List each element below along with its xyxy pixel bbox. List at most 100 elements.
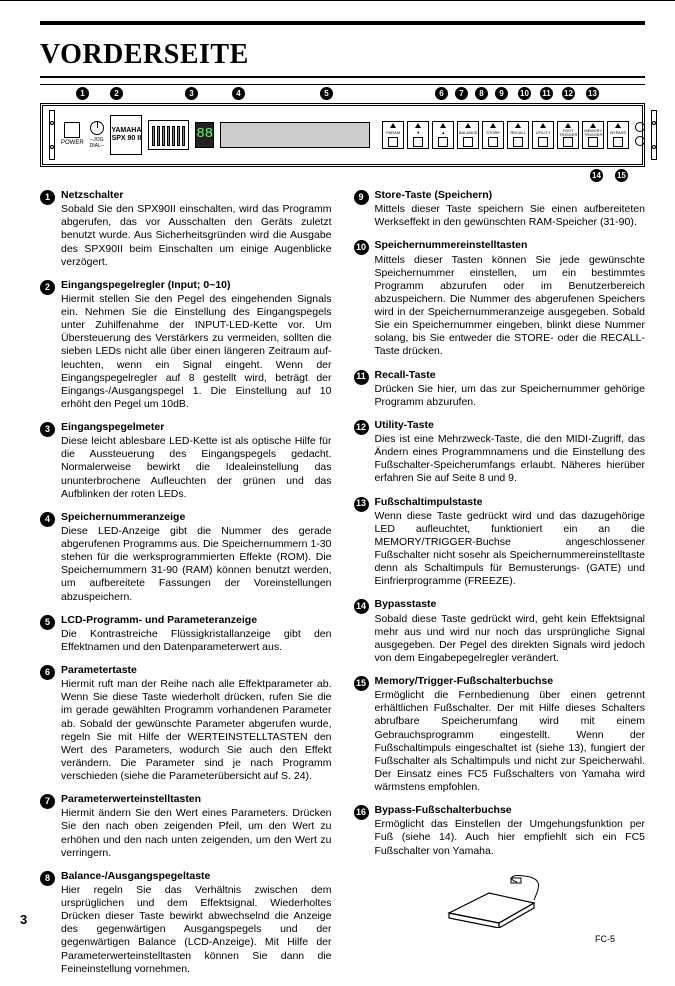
power-button-icon [64, 122, 80, 138]
device-panel: POWER ─JOG DIAL─ YAMAHA SPX 90 II 88 PAR… [40, 103, 645, 167]
item-title: Bypasstaste [375, 598, 646, 611]
left-column: 1 NetzschalterSobald Sie den SPX90II eins… [40, 189, 332, 986]
jack-icon [635, 136, 645, 146]
item-body: Eingangspegelregler (Input; 0~10)Hiermit… [61, 279, 332, 411]
body-columns: 1 NetzschalterSobald Sie den SPX90II eins… [40, 189, 645, 986]
title-underline-thick [40, 76, 645, 78]
item-number-badge: 7 [40, 794, 55, 809]
power-label: POWER [61, 140, 84, 148]
device-button-icon: MEMORY TRIGGER [582, 121, 604, 149]
rack-handle-right [651, 110, 657, 160]
item-body: FußschaltimpulstasteWenn diese Taste ged… [375, 496, 646, 589]
item-title: Balance-/Ausgangspegeltaste [61, 870, 332, 883]
brand-line2: SPX 90 II [112, 135, 142, 143]
item-title: Speichernummeranzeige [61, 511, 332, 524]
item-text: Diese leicht ablesbare LED-Kette ist als… [61, 435, 332, 501]
item-text: Wenn diese Taste gedrückt wird und das d… [375, 510, 646, 589]
item-text: Hiermit stellen Sie den Pegel des eingeh… [61, 293, 332, 411]
callouts-bottom: 1415 [40, 169, 645, 183]
item-text: Die Kontrastreiche Flüssigkristallanzeig… [61, 628, 332, 654]
input-knob-block: ─JOG DIAL─ [90, 121, 105, 150]
page-title: VORDERSEITE [40, 37, 645, 72]
numbered-item: 9 Store-Taste (Speichern)Mittels dieser T… [354, 189, 646, 229]
item-title: Speichernummereinstelltasten [375, 239, 646, 252]
jog-label: ─JOG DIAL─ [90, 137, 105, 150]
item-text: Hier regeln Sie das Verhältnis zwischen … [61, 884, 332, 976]
item-number-badge: 9 [354, 190, 369, 205]
item-title: Memory/Trigger-Fußschalterbuchse [375, 675, 646, 688]
rack-handle-left [49, 110, 55, 160]
device-button-icon: PARAM [382, 121, 404, 149]
callout-number: 11 [540, 87, 553, 100]
item-text: Ermöglicht das Einstellen der Umgehungsf… [375, 818, 646, 857]
item-number-badge: 5 [40, 615, 55, 630]
device-button-icon: ▼ [407, 121, 429, 149]
item-number-badge: 1 [40, 190, 55, 205]
page-number: 3 [20, 912, 27, 928]
title-underline-thin [40, 84, 645, 85]
callout-number: 12 [562, 87, 575, 100]
callout-number: 15 [615, 169, 628, 182]
item-body: EingangspegelmeterDiese leicht ablesbare… [61, 421, 332, 501]
item-body: Balance-/AusgangspegeltasteHier regeln S… [61, 870, 332, 976]
numbered-item: 3EingangspegelmeterDiese leicht ablesbar… [40, 421, 332, 501]
item-title: Recall-Taste [375, 369, 646, 382]
item-number-badge: 14 [354, 599, 369, 614]
numbered-item: 4 SpeichernummeranzeigeDiese LED-Anzeige … [40, 511, 332, 604]
item-title: Parameterwerteinstelltasten [61, 793, 332, 806]
page: VORDERSEITE 12345678910111213 POWER ─JOG… [0, 0, 675, 954]
pedal-label: FC-5 [354, 934, 646, 945]
button-row: PARAM▼▲BALANCESTORERECALLUTILITYFOOT TRI… [382, 121, 629, 149]
item-text: Ermöglicht die Fernbedienung über einen … [375, 689, 646, 794]
item-title: Fußschaltimpulstaste [375, 496, 646, 509]
item-title: Eingangspegelmeter [61, 421, 332, 434]
item-text: Mittels dieser Taste speichern Sie einen… [375, 203, 646, 229]
item-body: SpeichernummereinstelltastenMittels dies… [375, 239, 646, 358]
item-text: Dies ist eine Mehrzweck-Taste, die den M… [375, 433, 646, 486]
callout-number: 2 [110, 87, 123, 100]
item-number-badge: 4 [40, 512, 55, 527]
numbered-item: 14 Bypasstaste Sobald diese Taste gedrückt… [354, 598, 646, 665]
jack-icon [635, 122, 645, 132]
device-button-icon: BALANCE [457, 121, 479, 149]
knob-icon [90, 121, 104, 135]
item-number-badge: 8 [40, 871, 55, 886]
item-body: Recall-TasteDrücken Sie hier, um das zur… [375, 369, 646, 409]
item-text: Sobald Sie den SPX90II einschalten, wird… [61, 203, 332, 269]
item-title: Utility-Taste [375, 419, 646, 432]
numbered-item: 2 Eingangspegelregler (Input; 0~10)Hiermi… [40, 279, 332, 411]
item-title: LCD-Programm- und Parameteranzeige [61, 614, 332, 627]
item-number-badge: 16 [354, 805, 369, 820]
device-button-icon: FOOT TRIGGER [557, 121, 579, 149]
callout-number: 9 [495, 87, 508, 100]
callout-number: 6 [435, 87, 448, 100]
item-number-badge: 2 [40, 280, 55, 295]
item-title: Netzschalter [61, 189, 332, 202]
numbered-item: 1 NetzschalterSobald Sie den SPX90II eins… [40, 189, 332, 269]
item-text: Sobald diese Taste gedrückt wird, geht k… [375, 613, 646, 666]
level-meter-icon [148, 120, 189, 150]
item-number-badge: 10 [354, 240, 369, 255]
item-text: Diese LED-Anzeige gibt die Nummer des ge… [61, 525, 332, 604]
item-body: Utility-TasteDies ist eine Mehrzweck-Tas… [375, 419, 646, 486]
numbered-item: 15 Memory/Trigger-FußschalterbuchseErmögl… [354, 675, 646, 794]
item-body: Bypass-FußschalterbuchseErmöglicht das E… [375, 804, 646, 858]
item-number-badge: 15 [354, 676, 369, 691]
power-block: POWER [61, 122, 84, 148]
item-body: Store-Taste (Speichern)Mittels dieser Ta… [375, 189, 646, 229]
callout-number: 7 [455, 87, 468, 100]
item-body: LCD-Programm- und ParameteranzeigeDie Ko… [61, 614, 332, 654]
callout-number: 5 [320, 87, 333, 100]
device-button-icon: ▲ [432, 121, 454, 149]
pedal-icon [439, 868, 559, 928]
item-title: Eingangspegelregler (Input; 0~10) [61, 279, 332, 292]
numbered-item: 13 FußschaltimpulstasteWenn diese Taste g… [354, 496, 646, 589]
numbered-item: 12Utility-TasteDies ist eine Mehrzweck-T… [354, 419, 646, 486]
device-button-icon: BYPASS [607, 121, 629, 149]
callout-number: 13 [586, 87, 599, 100]
item-number-badge: 13 [354, 497, 369, 512]
numbered-item: 5 LCD-Programm- und ParameteranzeigeDie K… [40, 614, 332, 654]
segment-display: 88 [195, 122, 214, 148]
item-text: Drücken Sie hier, um das zur Speichernum… [375, 383, 646, 409]
item-title: Store-Taste (Speichern) [375, 189, 646, 202]
